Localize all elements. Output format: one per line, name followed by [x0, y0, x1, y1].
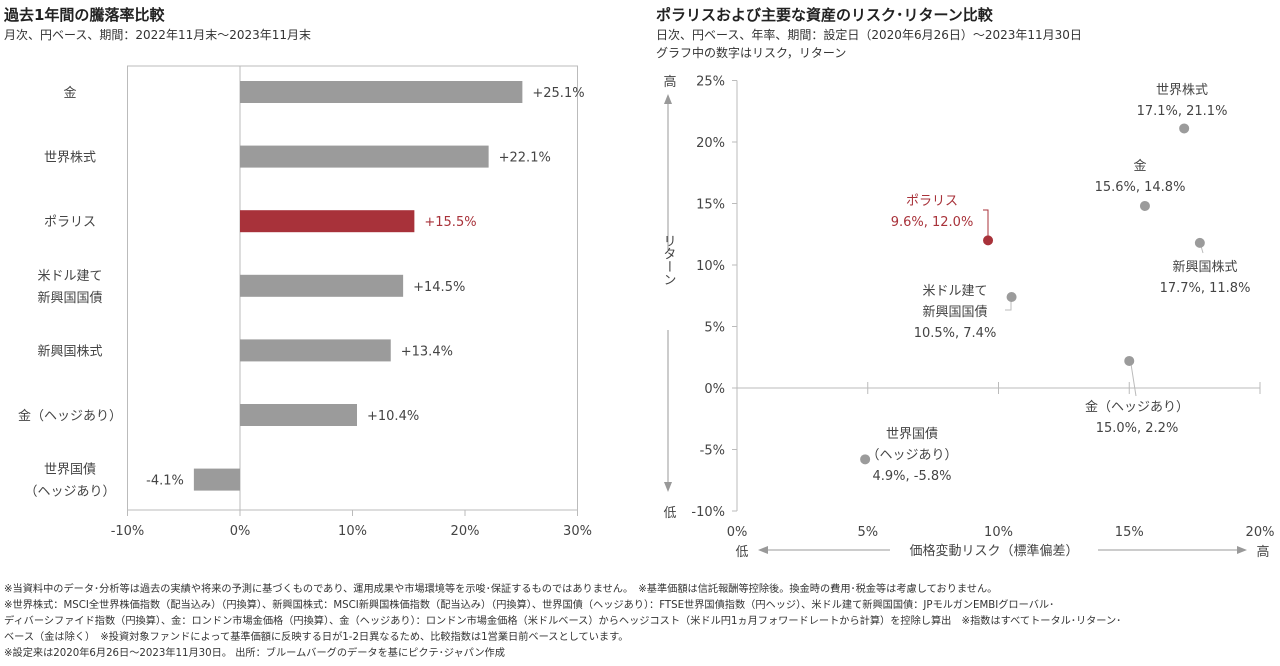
footnote-line: ディバーシファイド指数（円換算）、金：ロンドン市場金価格（円換算）、金（ヘッジあ… [4, 616, 1122, 627]
category-label: 世界株式 [44, 151, 96, 166]
scatter-chart-subtitle: 日次、円ベース、年率、期間：設定日（2020年6月26日）～2023年11月30… [656, 28, 1082, 42]
bar-value-label: -4.1% [146, 474, 184, 489]
y-high-label: 高 [663, 74, 676, 90]
scatter-point [1179, 123, 1190, 134]
footnote-line: ベース（金は除く） ※投資対象ファンドによって基準価額に反映する日が1-2日異な… [4, 632, 629, 643]
y-tick-label: -5% [700, 444, 725, 459]
bar [240, 145, 489, 168]
x-axis-label: 価格変動リスク（標準偏差） [909, 543, 1078, 559]
point-value-label: 4.9%, -5.8% [872, 469, 951, 484]
point-value-label: 15.6%, 14.8% [1095, 180, 1186, 195]
y-tick-label: 0% [704, 382, 725, 397]
category-label: （ヘッジあり） [24, 485, 115, 500]
point-value-label: 17.1%, 21.1% [1137, 104, 1228, 119]
arrow-up-icon [664, 94, 672, 104]
point-name-label: 世界株式 [1156, 83, 1208, 98]
bar [193, 468, 240, 491]
category-label: ポラリス [44, 215, 96, 230]
x-tick-label: 15% [1115, 525, 1144, 540]
category-label: 世界国債 [44, 463, 96, 478]
scatter-point [983, 235, 994, 246]
point-name-label: 世界国債 [886, 427, 938, 442]
y-tick-label: 15% [696, 198, 725, 213]
arrow-right-icon [1237, 546, 1247, 554]
x-tick-label: 0% [230, 524, 251, 539]
point-name-label: 新興国株式 [1172, 259, 1237, 275]
x-tick-label: 5% [857, 525, 878, 540]
point-name-label: 新興国国債 [922, 304, 987, 320]
footnote-line: ※世界株式：MSCI全世界株価指数（配当込み）（円換算）、新興国株式：MSCI新… [4, 600, 1055, 611]
x-tick-label: 20% [451, 524, 480, 539]
charts-canvas: -10% 0% 10% 20% 30%+25.1%金+22.1%世界株式+15.5%ポラ… [18, 65, 1275, 560]
category-label: 金（ヘッジあり） [18, 408, 122, 424]
bar [240, 274, 404, 297]
scatter-point [1194, 237, 1205, 248]
bar-value-label: +10.4% [367, 409, 419, 424]
y-tick-label: 20% [696, 136, 725, 151]
scatter-point [1139, 200, 1150, 211]
point-name-label: 金 [1133, 158, 1146, 174]
category-label: 金 [63, 85, 76, 101]
scatter-point [860, 454, 871, 465]
x-tick-label: 10% [984, 525, 1013, 540]
bar-value-label: +25.1% [532, 86, 584, 101]
x-high-label: 高 [1256, 544, 1269, 560]
leader-line [1005, 300, 1012, 311]
point-value-label: 9.6%, 12.0% [891, 215, 974, 230]
category-label: 新興国株式 [37, 343, 102, 359]
point-value-label: 10.5%, 7.4% [914, 326, 997, 341]
y-tick-label: 5% [704, 321, 725, 336]
bar [240, 339, 391, 362]
y-low-label: 低 [663, 506, 676, 521]
bar-chart-subtitle: 月次、円ベース、期間：2022年11月末～2023年11月末 [4, 28, 312, 42]
y-tick-label: 25% [696, 75, 725, 90]
footnote-line: ※設定来は2020年6月26日～2023年11月30日。 出所：ブルームバーグの… [4, 648, 505, 659]
x-low-label: 低 [735, 545, 748, 560]
bar [240, 404, 357, 426]
x-tick-label: 10% [338, 524, 367, 539]
point-name-label: 金（ヘッジあり） [1085, 399, 1189, 415]
point-name-label: 米ドル建て [922, 284, 987, 299]
arrow-left-icon [758, 546, 768, 554]
point-name-label: ポラリス [906, 194, 958, 209]
scatter-chart-title: ポラリスおよび主要な資産のリスク･リターン比較 [656, 6, 993, 24]
y-tick-label: 10% [696, 259, 725, 274]
leader-line [1130, 363, 1137, 397]
scatter-chart-note: グラフ中の数字はリスク，リターン [656, 46, 847, 60]
bar-value-label: +22.1% [499, 151, 551, 166]
x-tick-label: -10% [111, 524, 145, 539]
bar-value-label: +15.5% [424, 215, 476, 230]
bar-value-label: +14.5% [413, 280, 465, 295]
bar [240, 81, 523, 103]
point-value-label: 15.0%, 2.2% [1096, 421, 1179, 436]
y-axis-label: リターン [661, 234, 676, 286]
scatter-point [1006, 291, 1017, 302]
point-value-label: 17.7%, 11.8% [1160, 281, 1251, 296]
arrow-down-icon [664, 482, 672, 492]
footnotes: ※当資料中のデータ･分析等は過去の実績や将来の予測に基づくものであり、運用成果や… [4, 582, 1280, 662]
leader-line [983, 209, 989, 236]
bar [240, 210, 415, 233]
x-tick-label: 0% [727, 525, 748, 540]
bar-value-label: +13.4% [401, 344, 453, 359]
category-label: 新興国国債 [37, 290, 102, 306]
footnote-line: ※当資料中のデータ･分析等は過去の実績や将来の予測に基づくものであり、運用成果や… [4, 584, 998, 595]
point-name-label: （ヘッジあり） [866, 448, 957, 463]
bar-chart-title: 過去1年間の騰落率比較 [4, 6, 165, 24]
y-tick-label: -10% [691, 505, 725, 520]
category-label: 米ドル建て [37, 269, 102, 284]
x-tick-label: 20% [1246, 525, 1275, 540]
x-tick-label: 30% [563, 524, 592, 539]
scatter-point [1124, 355, 1135, 366]
